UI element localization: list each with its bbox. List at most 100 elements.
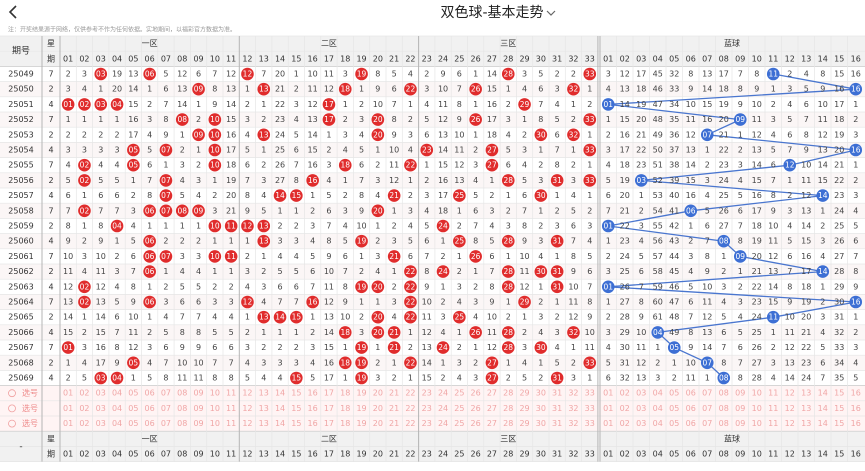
pick-number[interactable]: 24 xyxy=(438,419,448,428)
pick-number[interactable]: 09 xyxy=(193,419,203,428)
pick-number[interactable]: 04 xyxy=(112,404,122,413)
pick-number[interactable]: 08 xyxy=(719,404,729,413)
pick-number[interactable]: 02 xyxy=(79,404,89,413)
pick-number[interactable]: 25 xyxy=(454,404,464,413)
pick-number[interactable]: 05 xyxy=(669,404,679,413)
pick-number[interactable]: 29 xyxy=(519,404,529,413)
pick-number[interactable]: 08 xyxy=(177,419,187,428)
pick-number[interactable]: 01 xyxy=(603,404,613,413)
pick-number[interactable]: 16 xyxy=(851,389,861,398)
pick-number[interactable]: 05 xyxy=(669,389,679,398)
pick-number[interactable]: 13 xyxy=(259,404,269,413)
pick-number[interactable]: 07 xyxy=(161,389,171,398)
back-button[interactable] xyxy=(8,5,17,19)
pick-number[interactable]: 10 xyxy=(210,404,220,413)
pick-number[interactable]: 33 xyxy=(585,419,595,428)
pick-number[interactable]: 20 xyxy=(373,389,383,398)
pick-number[interactable]: 09 xyxy=(735,389,745,398)
pick-number[interactable]: 16 xyxy=(308,389,318,398)
pick-number[interactable]: 13 xyxy=(801,419,811,428)
pick-number[interactable]: 21 xyxy=(389,419,399,428)
pick-number[interactable]: 08 xyxy=(719,389,729,398)
pick-number[interactable]: 05 xyxy=(128,419,138,428)
pick-number[interactable]: 14 xyxy=(275,389,285,398)
pick-number[interactable]: 19 xyxy=(356,389,366,398)
pick-number[interactable]: 12 xyxy=(785,419,795,428)
pick-number[interactable]: 17 xyxy=(324,419,334,428)
pick-number[interactable]: 05 xyxy=(128,404,138,413)
pick-number[interactable]: 08 xyxy=(177,389,187,398)
pick-number[interactable]: 28 xyxy=(503,404,513,413)
pick-number[interactable]: 20 xyxy=(373,419,383,428)
pick-number[interactable]: 01 xyxy=(603,389,613,398)
pick-number[interactable]: 25 xyxy=(454,419,464,428)
pick-number[interactable]: 31 xyxy=(552,389,562,398)
pick-number[interactable]: 16 xyxy=(308,404,318,413)
pick-number[interactable]: 02 xyxy=(79,419,89,428)
pick-number[interactable]: 07 xyxy=(161,404,171,413)
pick-number[interactable]: 23 xyxy=(422,419,432,428)
pick-number[interactable]: 15 xyxy=(834,389,844,398)
pick-number[interactable]: 02 xyxy=(620,419,630,428)
pick-number[interactable]: 13 xyxy=(801,404,811,413)
pick-number[interactable]: 27 xyxy=(487,404,497,413)
pick-number[interactable]: 10 xyxy=(752,419,762,428)
pick-number[interactable]: 30 xyxy=(536,419,546,428)
pick-number[interactable]: 11 xyxy=(768,404,778,413)
pick-number[interactable]: 22 xyxy=(405,389,415,398)
pick-number[interactable]: 23 xyxy=(422,404,432,413)
pick-number[interactable]: 31 xyxy=(552,404,562,413)
pick-number[interactable]: 14 xyxy=(275,419,285,428)
pick-number[interactable]: 12 xyxy=(785,404,795,413)
pick-number[interactable]: 15 xyxy=(291,404,301,413)
pick-number[interactable]: 31 xyxy=(552,419,562,428)
pick-number[interactable]: 06 xyxy=(145,404,155,413)
pick-number[interactable]: 03 xyxy=(636,404,646,413)
pick-number[interactable]: 12 xyxy=(242,404,252,413)
pick-number[interactable]: 15 xyxy=(834,404,844,413)
pick-number[interactable]: 28 xyxy=(503,419,513,428)
pick-number[interactable]: 32 xyxy=(568,389,578,398)
pick-number[interactable]: 09 xyxy=(193,404,203,413)
pick-number[interactable]: 07 xyxy=(702,419,712,428)
pick-number[interactable]: 16 xyxy=(851,404,861,413)
pick-number[interactable]: 17 xyxy=(324,389,334,398)
pick-number[interactable]: 15 xyxy=(291,419,301,428)
pick-number[interactable]: 04 xyxy=(112,419,122,428)
pick-number[interactable]: 12 xyxy=(242,419,252,428)
pick-number[interactable]: 03 xyxy=(96,419,106,428)
pick-number[interactable]: 05 xyxy=(669,419,679,428)
pick-number[interactable]: 21 xyxy=(389,404,399,413)
pick-number[interactable]: 33 xyxy=(585,389,595,398)
pick-number[interactable]: 06 xyxy=(686,419,696,428)
pick-number[interactable]: 07 xyxy=(161,419,171,428)
pick-number[interactable]: 05 xyxy=(128,389,138,398)
pick-number[interactable]: 02 xyxy=(620,389,630,398)
pick-number[interactable]: 07 xyxy=(702,404,712,413)
pick-number[interactable]: 22 xyxy=(405,404,415,413)
pick-number[interactable]: 09 xyxy=(735,419,745,428)
pick-number[interactable]: 04 xyxy=(653,389,663,398)
pick-number[interactable]: 32 xyxy=(568,419,578,428)
pick-number[interactable]: 10 xyxy=(752,389,762,398)
pick-number[interactable]: 01 xyxy=(63,404,73,413)
pick-number[interactable]: 26 xyxy=(471,389,481,398)
pick-number[interactable]: 29 xyxy=(519,389,529,398)
pick-number[interactable]: 20 xyxy=(373,404,383,413)
pick-number[interactable]: 28 xyxy=(503,389,513,398)
pick-number[interactable]: 03 xyxy=(636,389,646,398)
pick-number[interactable]: 33 xyxy=(585,404,595,413)
pick-number[interactable]: 22 xyxy=(405,419,415,428)
pick-number[interactable]: 26 xyxy=(471,404,481,413)
pick-number[interactable]: 19 xyxy=(356,404,366,413)
pick-number[interactable]: 14 xyxy=(275,404,285,413)
pick-number[interactable]: 23 xyxy=(422,389,432,398)
pick-number[interactable]: 10 xyxy=(210,389,220,398)
pick-number[interactable]: 11 xyxy=(226,404,236,413)
pick-number[interactable]: 07 xyxy=(702,389,712,398)
pick-number[interactable]: 16 xyxy=(308,419,318,428)
pick-number[interactable]: 18 xyxy=(340,389,350,398)
pick-number[interactable]: 21 xyxy=(389,389,399,398)
pick-number[interactable]: 16 xyxy=(851,419,861,428)
pick-number[interactable]: 01 xyxy=(63,419,73,428)
